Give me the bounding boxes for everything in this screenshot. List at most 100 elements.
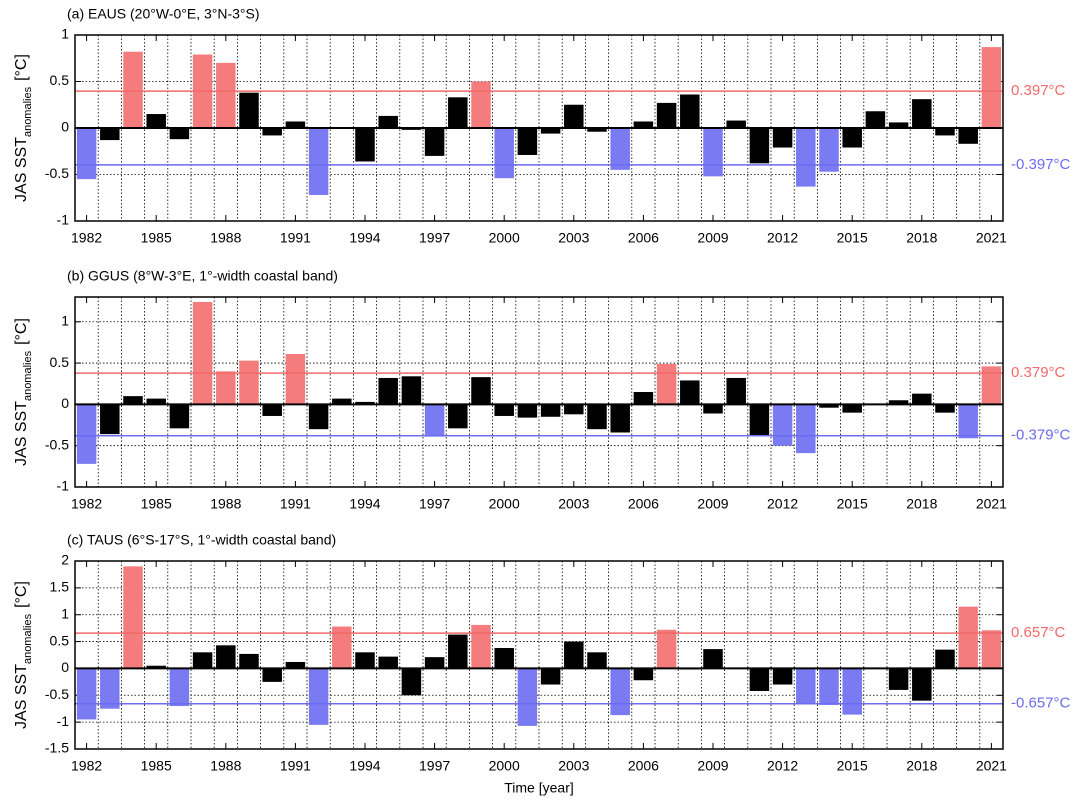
x-tick-label: 1982 bbox=[71, 496, 102, 512]
bar bbox=[494, 128, 514, 179]
x-tick-label: 2003 bbox=[558, 496, 589, 512]
bar bbox=[216, 645, 236, 669]
bar bbox=[749, 668, 770, 691]
bar bbox=[308, 668, 329, 725]
bar bbox=[981, 366, 1002, 405]
x-tick-label: 2006 bbox=[628, 758, 659, 774]
bar bbox=[401, 376, 422, 405]
bar bbox=[332, 626, 352, 669]
threshold-label: -0.657°C bbox=[1011, 695, 1071, 712]
bar bbox=[610, 668, 630, 716]
bar bbox=[262, 668, 282, 682]
bar bbox=[587, 652, 607, 669]
bar bbox=[564, 104, 584, 128]
panel: (a) EAUS (20°W-0°E, 3°N-3°S) -1 -0.5 0 0.5 1 1… bbox=[13, 6, 1070, 246]
x-tick-label: 2000 bbox=[489, 758, 520, 774]
bar bbox=[216, 371, 236, 405]
bar bbox=[610, 128, 630, 170]
bar bbox=[912, 99, 932, 128]
y-label-sub: anomalies bbox=[22, 350, 34, 401]
y-axis-label: JAS SSTanomalies [°C] bbox=[13, 318, 34, 466]
bar bbox=[564, 404, 584, 415]
y-tick-label: 1 bbox=[61, 605, 69, 621]
x-tick-label: 2000 bbox=[489, 230, 520, 246]
x-tick-label: 1991 bbox=[280, 758, 311, 774]
y-tick-label: 2 bbox=[61, 552, 69, 568]
bar bbox=[76, 668, 97, 720]
x-tick-label: 1997 bbox=[419, 230, 450, 246]
y-tick-label: 0 bbox=[61, 119, 69, 135]
bar bbox=[355, 652, 375, 669]
bar bbox=[888, 400, 909, 405]
bar bbox=[494, 648, 514, 669]
y-tick-label: 1 bbox=[61, 312, 69, 328]
bar bbox=[169, 128, 190, 140]
bar bbox=[378, 656, 398, 669]
y-tick-label: 1 bbox=[61, 26, 69, 42]
bar bbox=[796, 668, 816, 705]
x-tick-label: 1994 bbox=[349, 230, 380, 246]
bar bbox=[587, 404, 607, 430]
bar bbox=[819, 128, 839, 172]
x-tick-label: 1997 bbox=[419, 496, 450, 512]
bar bbox=[912, 668, 932, 701]
bar bbox=[262, 404, 282, 416]
bar bbox=[494, 404, 514, 416]
panel-title: (b) GGUS (8°W-3°E, 1°-width coastal band… bbox=[67, 268, 338, 284]
bar bbox=[169, 404, 190, 429]
bar bbox=[146, 114, 166, 128]
bar bbox=[471, 624, 491, 669]
x-tick-label: 1994 bbox=[349, 496, 380, 512]
bar bbox=[703, 128, 723, 177]
y-tick-label: -1 bbox=[57, 212, 70, 228]
x-tick-label: 2009 bbox=[697, 758, 728, 774]
y-label-unit: [°C] bbox=[13, 54, 30, 81]
bar bbox=[540, 668, 561, 685]
bar bbox=[703, 649, 723, 669]
bar bbox=[100, 668, 120, 709]
bar bbox=[239, 92, 259, 128]
bar bbox=[239, 360, 259, 405]
threshold-label: -0.379°C bbox=[1011, 427, 1071, 444]
threshold-label: 0.397°C bbox=[1011, 82, 1066, 99]
bar bbox=[935, 649, 955, 669]
x-tick-label: 2015 bbox=[837, 230, 868, 246]
bar bbox=[517, 668, 538, 726]
x-tick-label: 2021 bbox=[976, 496, 1007, 512]
bar bbox=[842, 668, 862, 715]
y-tick-label: -0.5 bbox=[45, 686, 69, 702]
bar bbox=[355, 128, 375, 162]
bar bbox=[981, 47, 1002, 129]
y-tick-label: -1 bbox=[57, 713, 70, 729]
bar bbox=[796, 404, 816, 454]
bar bbox=[540, 128, 561, 134]
bar bbox=[796, 128, 816, 187]
y-label-main: JAS SST bbox=[13, 137, 30, 202]
bar bbox=[76, 404, 97, 464]
x-tick-label: 1997 bbox=[419, 758, 450, 774]
bar bbox=[540, 404, 561, 417]
x-tick-label: 1988 bbox=[210, 230, 241, 246]
bar bbox=[123, 396, 143, 405]
x-tick-label: 1988 bbox=[210, 496, 241, 512]
bar bbox=[100, 404, 120, 435]
y-tick-label: -0.5 bbox=[45, 165, 69, 181]
panel: (b) GGUS (8°W-3°E, 1°-width coastal band… bbox=[13, 268, 1070, 512]
x-tick-label: 2012 bbox=[767, 758, 798, 774]
x-tick-label: 1982 bbox=[71, 758, 102, 774]
bar bbox=[656, 629, 677, 669]
plot-frame bbox=[74, 34, 1004, 222]
bar bbox=[216, 62, 236, 128]
bar bbox=[981, 630, 1002, 669]
x-tick-label: 2003 bbox=[558, 230, 589, 246]
y-tick-label: 0 bbox=[61, 395, 69, 411]
bar bbox=[192, 301, 213, 405]
bar bbox=[378, 115, 398, 128]
y-label-sub: anomalies bbox=[22, 86, 34, 137]
bar bbox=[726, 120, 746, 128]
bar bbox=[958, 606, 978, 669]
bar bbox=[448, 634, 468, 669]
bar bbox=[633, 392, 654, 405]
x-tick-label: 2000 bbox=[489, 496, 520, 512]
